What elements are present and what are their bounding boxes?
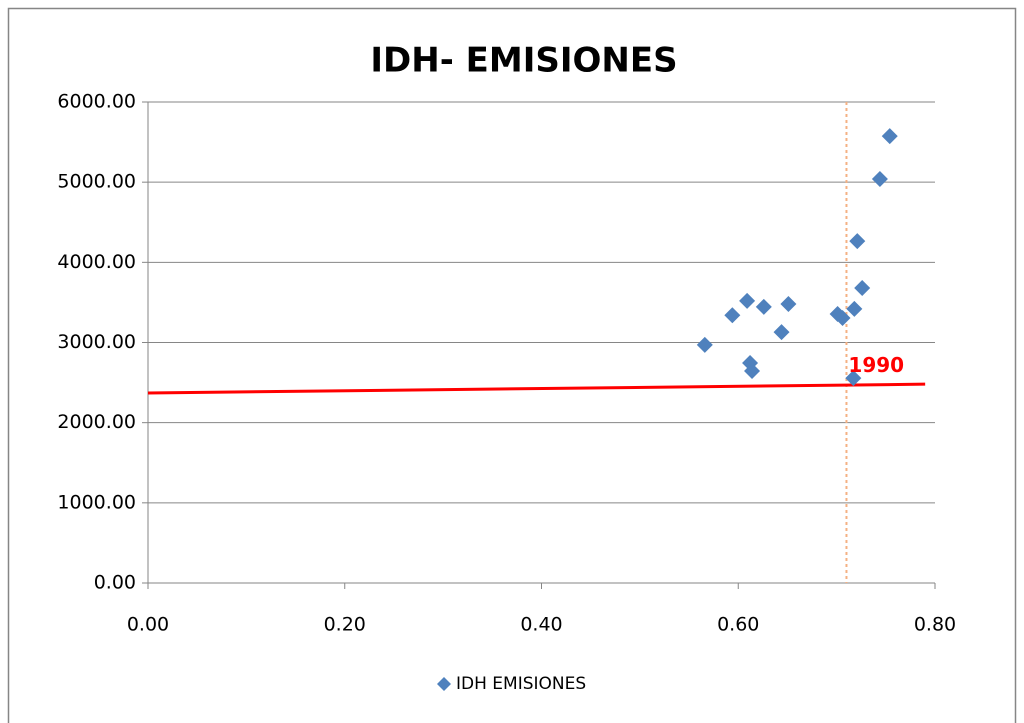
point (845, 370, 862, 387)
y-tick-label: 0.00 (94, 572, 136, 594)
chart-frame (7, 7, 1017, 723)
point (854, 279, 871, 296)
x-tick-label: 0.80 (914, 614, 956, 636)
y-tick-label: 1000.00 (57, 491, 136, 513)
annotation: 1990 (848, 353, 904, 377)
point (846, 300, 863, 317)
legend-marker (437, 677, 451, 691)
y-tick-label: 6000.00 (57, 91, 136, 113)
point (871, 170, 888, 187)
point (773, 324, 790, 341)
y-tick-label: 2000.00 (57, 411, 136, 433)
point (780, 296, 797, 313)
y-tick-label: 3000.00 (57, 331, 136, 353)
y-tick-label: 5000.00 (57, 171, 136, 193)
y-tick-label: 4000.00 (57, 251, 136, 273)
trend-line (147, 382, 926, 395)
point (739, 292, 756, 309)
point (696, 336, 713, 353)
point (881, 128, 898, 145)
point (744, 362, 761, 379)
x-tick-label: 0.20 (324, 614, 366, 636)
chart-title: IDH- EMISIONES (370, 41, 677, 81)
x-tick-label: 0.40 (520, 614, 562, 636)
point (849, 233, 866, 250)
point (755, 298, 772, 315)
point (834, 310, 851, 327)
point (724, 307, 741, 324)
x-tick-label: 0.00 (127, 614, 169, 636)
x-tick-label: 0.60 (717, 614, 759, 636)
legend-label: IDH EMISIONES (456, 674, 586, 694)
